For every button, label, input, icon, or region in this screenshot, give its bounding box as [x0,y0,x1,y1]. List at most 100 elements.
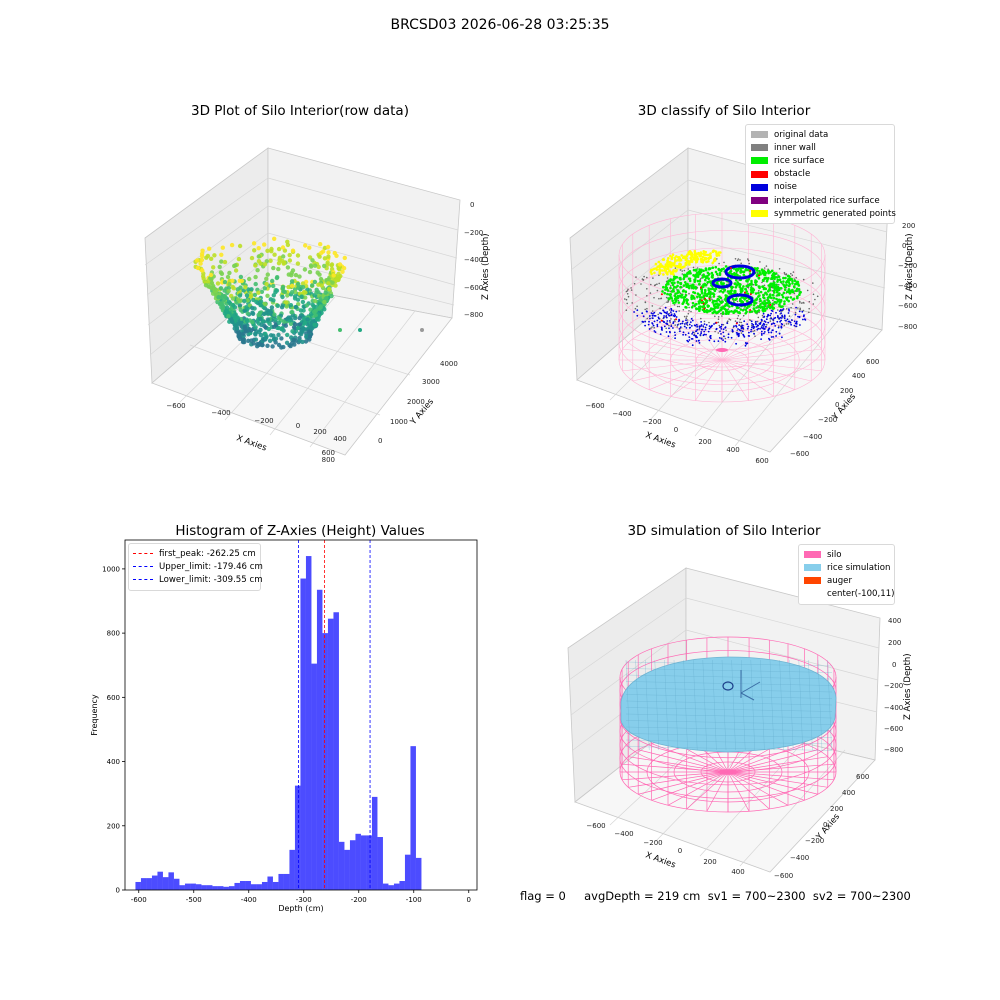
svg-text:−400: −400 [898,282,917,290]
panel4-title: 3D simulation of Silo Interior [627,523,821,539]
svg-text:−600: −600 [774,872,793,880]
svg-text:4000: 4000 [440,360,458,368]
svg-text:−400: −400 [884,704,903,712]
svg-text:−800: −800 [898,323,917,331]
panel2-legend: original data inner wall rice surface ob… [745,124,896,225]
histogram-xlabel: Depth (cm) [278,904,323,913]
svg-text:−800: −800 [884,746,903,754]
legend-item: Lower_limit: -309.55 cm [133,573,263,586]
histogram-bar [256,884,262,890]
svg-text:0: 0 [296,422,300,430]
svg-text:−200: −200 [643,839,662,847]
histogram-bar [234,882,240,890]
histogram-bar [190,883,196,890]
svg-text:400: 400 [726,446,739,454]
x-tick-label: -400 [241,896,257,904]
svg-text:−200: −200 [818,416,837,424]
svg-text:0: 0 [902,242,906,250]
legend-swatch [751,197,768,205]
histogram-bar [415,857,422,890]
svg-text:−600: −600 [585,402,604,410]
histogram-bar [305,556,312,890]
x-tick-label: -300 [296,896,312,904]
histogram-bar [272,881,279,890]
histogram-bar [228,886,235,890]
panel1-panes [144,147,461,456]
svg-text:200: 200 [313,428,326,436]
histogram-bar [333,612,339,890]
histogram-bar [382,883,389,890]
histogram-bar [278,873,284,890]
svg-text:200: 200 [888,639,901,647]
histogram-bar [410,746,416,890]
svg-text:0: 0 [378,437,382,445]
panel1-title: 3D Plot of Silo Interior(row data) [191,103,409,119]
panel1-zlabel: Z Axies (Depth) [481,233,491,300]
legend-item: first_peak: -262.25 cm [133,547,256,560]
svg-text:200: 200 [830,805,843,813]
svg-text:400: 400 [888,617,901,625]
svg-text:3000: 3000 [422,378,440,386]
histogram-bar [316,589,323,890]
svg-text:−200: −200 [898,262,917,270]
histogram-y-ticks: 0 200 400 600 800 1000 [102,565,125,895]
legend-line [133,566,153,568]
svg-text:200: 200 [840,387,853,395]
y-tick-label: 0 [116,887,120,895]
histogram-bar [311,663,317,890]
histogram-bars [135,556,422,890]
histogram-bar [151,875,158,890]
panel2-zlabel: Z Axies (Depth) [905,233,915,300]
svg-text:−200: −200 [464,229,483,237]
legend-line [133,579,153,581]
histogram-bar [179,885,185,890]
legend-swatch [751,131,768,139]
legend-item: Upper_limit: -179.46 cm [133,560,263,573]
histogram-ylabel: Frequency [90,694,99,736]
histogram-reference-lines [298,540,371,890]
panel3-title: Histogram of Z-Axies (Height) Values [175,523,425,539]
legend-item: center(-100,11) [804,588,895,601]
histogram-bar [173,878,180,890]
legend-item: rice simulation [804,561,890,574]
histogram-bar [349,840,356,890]
svg-text:0: 0 [892,661,896,669]
legend-swatch [751,183,768,191]
histogram-bar [344,849,350,890]
svg-text:−600: −600 [166,402,185,410]
histogram-bar [289,849,295,890]
svg-text:400: 400 [333,435,346,443]
svg-text:400: 400 [842,789,855,797]
figure-title: BRCSD03 2026-06-28 03:25:35 [390,17,610,33]
x-tick-label: -100 [406,896,422,904]
svg-text:0: 0 [835,401,839,409]
svg-text:−600: −600 [898,302,917,310]
legend-item: noise [751,181,889,194]
histogram-bar [245,881,251,890]
legend-item: symmetric generated points [751,207,896,220]
histogram-legend: first_peak: -262.25 cm Upper_limit: -179… [128,543,263,591]
histogram-bar [140,878,147,890]
legend-swatch [751,210,768,218]
panel4-legend: silo rice simulation auger center(-100,1… [798,544,895,605]
histogram-bar [135,881,141,890]
svg-text:200: 200 [703,858,716,866]
svg-text:200: 200 [698,438,711,446]
histogram-frame [124,539,478,891]
panel1-scatter-surface [193,236,424,350]
panel4-zlabel: Z Axies (Depth) [903,653,913,720]
svg-text:−400: −400 [790,854,809,862]
svg-text:800: 800 [322,456,335,464]
svg-text:−600: −600 [464,284,483,292]
histogram-bar [162,877,169,890]
svg-text:0: 0 [674,426,678,434]
svg-text:0: 0 [823,821,827,829]
svg-text:−200: −200 [254,417,273,425]
panel2-axes-ticks: −600 −400 −200 0 200 400 600 −600 −400 −200 0… [585,222,917,465]
svg-text:2000: 2000 [407,398,425,406]
svg-text:600: 600 [866,358,879,366]
legend-item: original data [751,128,889,141]
